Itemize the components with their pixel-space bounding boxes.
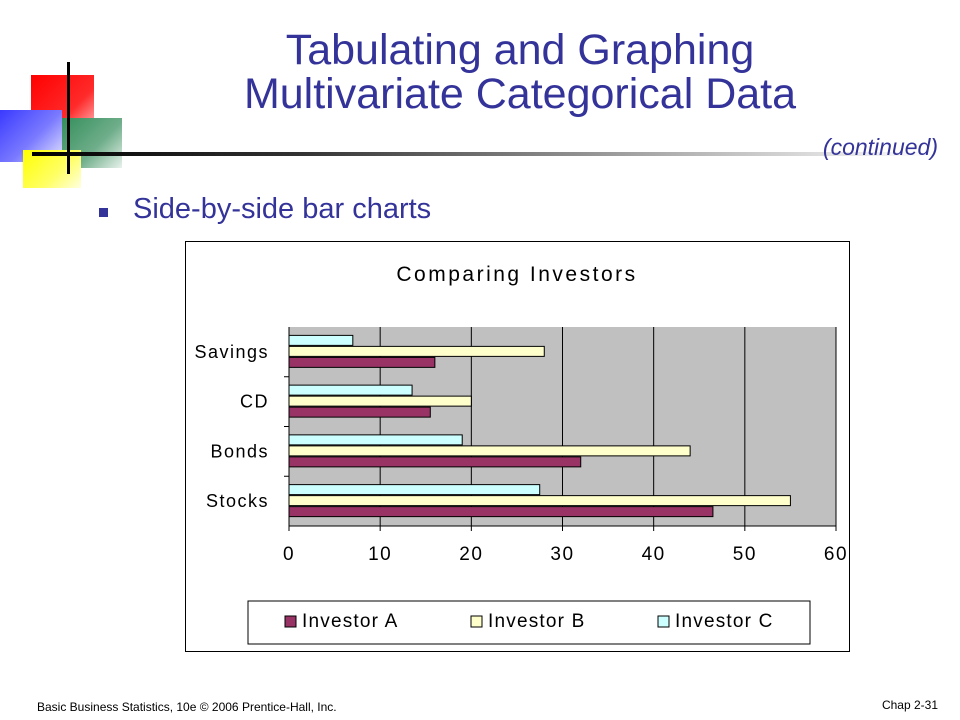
bar-investor-c <box>288 384 413 396</box>
x-tick-label: 60 <box>824 544 848 565</box>
bullet-text: Side-by-side bar charts <box>133 193 432 225</box>
bar-investor-b <box>288 395 472 407</box>
chart-container: Comparing Investors 0 10 20 30 40 50 60 Savings C… <box>185 241 850 652</box>
bar-investor-b <box>288 495 791 507</box>
category-label: Stocks <box>206 491 269 511</box>
legend-box <box>247 600 811 645</box>
legend-swatch <box>284 615 297 628</box>
x-tick-label: 0 <box>283 544 295 565</box>
decor-yellow-square <box>23 150 81 188</box>
bar-investor-b <box>288 445 691 457</box>
bullet-square-icon <box>99 208 108 217</box>
category-label: Bonds <box>210 441 269 461</box>
legend-swatch <box>657 615 670 628</box>
x-tick-label: 10 <box>368 544 392 565</box>
bar-chart: Comparing Investors 0 10 20 30 40 50 60 Savings C… <box>194 263 848 645</box>
bar-investor-a <box>288 406 431 418</box>
x-tick-label: 20 <box>459 544 483 565</box>
decor-vertical-line <box>67 62 70 174</box>
category-label: Savings <box>194 342 269 362</box>
legend-label: Investor A <box>302 611 399 632</box>
bar-investor-b <box>288 345 545 357</box>
legend-swatch <box>470 615 483 628</box>
slide-title: Tabulating and Graphing Multivariate Cat… <box>150 28 890 116</box>
footer-page-number: Chap 2-31 <box>881 698 938 712</box>
footer-copyright: Basic Business Statistics, 10e © 2006 Pr… <box>37 700 337 714</box>
bar-investor-c <box>288 484 541 496</box>
bar-investor-a <box>288 456 582 468</box>
chart-title: Comparing Investors <box>396 263 637 286</box>
x-tick-label: 30 <box>550 544 574 565</box>
bar-investor-a <box>288 506 714 518</box>
bar-investor-c <box>288 334 354 346</box>
title-line-2: Multivariate Categorical Data <box>243 70 797 118</box>
x-tick-label: 50 <box>733 544 757 565</box>
decor-horizontal-line <box>32 152 932 156</box>
title-line-1: Tabulating and Graphing <box>285 26 755 74</box>
category-label: CD <box>240 392 269 412</box>
slide-subtitle: (continued) <box>822 134 938 160</box>
x-tick-label: 40 <box>642 544 666 565</box>
legend-label: Investor C <box>675 611 774 632</box>
bar-investor-c <box>288 434 463 446</box>
legend-label: Investor B <box>488 611 586 632</box>
bar-investor-a <box>288 356 436 368</box>
